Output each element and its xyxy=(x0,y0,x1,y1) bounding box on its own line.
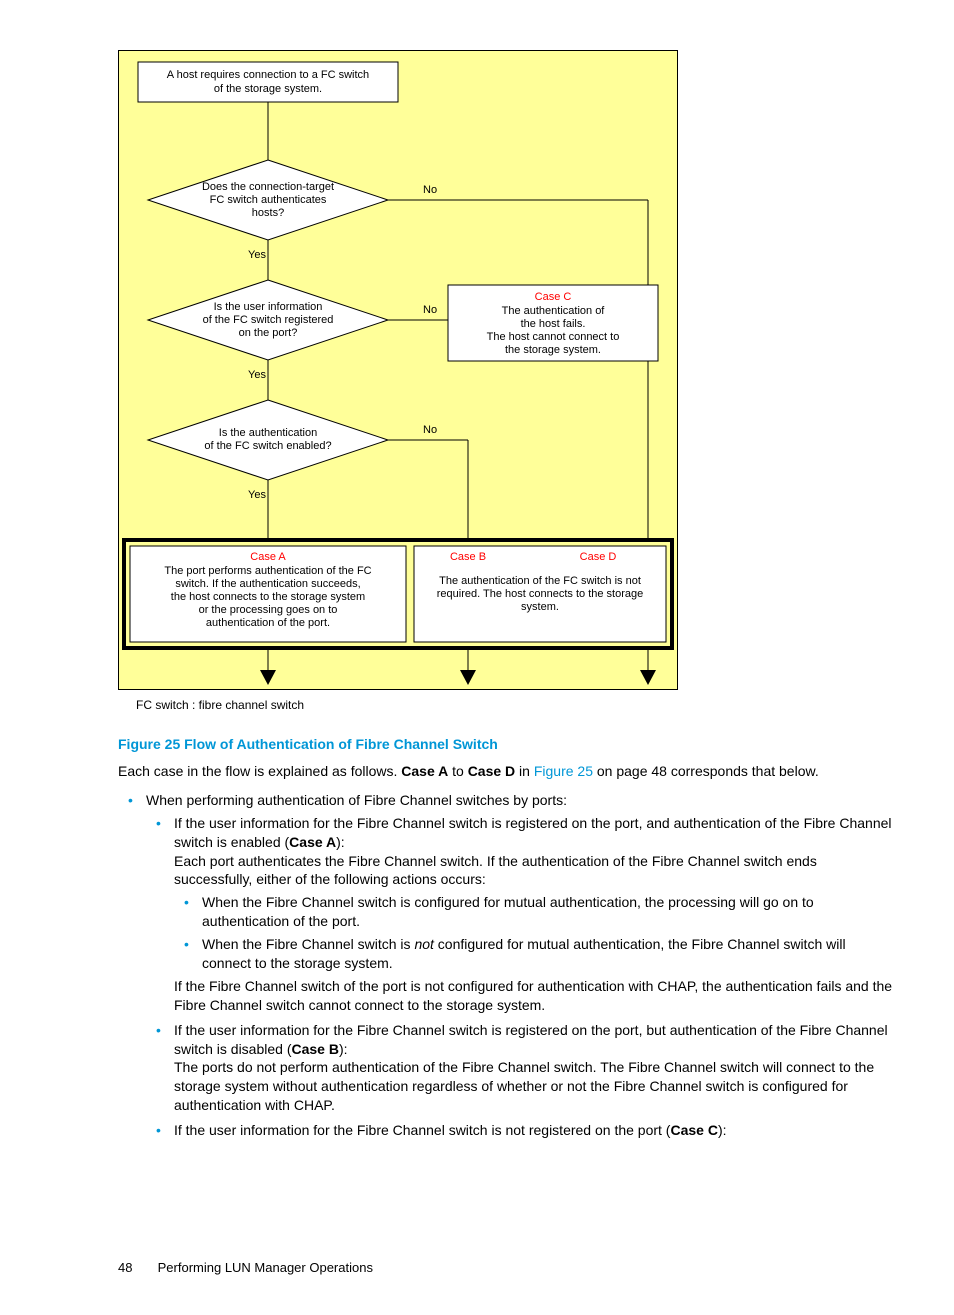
l2b-body: The ports do not perform authentication … xyxy=(174,1059,874,1113)
list-item: When the Fibre Channel switch is configu… xyxy=(174,893,894,931)
intro-pre: Each case in the flow is explained as fo… xyxy=(118,763,401,779)
svg-text:the host connects to the stora: the host connects to the storage system xyxy=(171,591,365,603)
svg-text:or the processing goes on to: or the processing goes on to xyxy=(199,604,338,616)
svg-text:The authentication of the FC s: The authentication of the FC switch is n… xyxy=(439,575,641,587)
l1-text: When performing authentication of Fibre … xyxy=(146,792,567,808)
list-item: When performing authentication of Fibre … xyxy=(118,791,894,1140)
intro-mid: to xyxy=(448,763,467,779)
svg-text:switch. If the authentication: switch. If the authentication succeeds, xyxy=(175,578,360,590)
list-item: When the Fibre Channel switch is not con… xyxy=(174,935,894,973)
list-item: If the user information for the Fibre Ch… xyxy=(146,1121,894,1140)
figure-25-link[interactable]: Figure 25 xyxy=(534,763,593,779)
yes-label-d2: Yes xyxy=(248,369,266,381)
l2c-bold: Case C xyxy=(670,1122,717,1138)
svg-text:hosts?: hosts? xyxy=(252,207,284,219)
yes-label-d1: Yes xyxy=(248,249,266,261)
svg-text:on the port?: on the port? xyxy=(239,327,298,339)
intro-post: on page 48 corresponds that below. xyxy=(593,763,819,779)
svg-text:of the storage system.: of the storage system. xyxy=(214,83,322,95)
list-item: If the user information for the Fibre Ch… xyxy=(146,1021,894,1115)
l2c-pre: If the user information for the Fibre Ch… xyxy=(174,1122,670,1138)
intro-bold1: Case A xyxy=(401,763,448,779)
l2a-bold: Case A xyxy=(289,834,336,850)
page-number: 48 xyxy=(118,1260,154,1275)
no-label-d1: No xyxy=(423,184,437,196)
footer-title: Performing LUN Manager Operations xyxy=(158,1260,373,1275)
svg-text:FC switch authenticates: FC switch authenticates xyxy=(210,194,327,206)
svg-text:the host fails.: the host fails. xyxy=(521,318,586,330)
flowchart-svg: A host requires connection to a FC switc… xyxy=(118,50,678,690)
list-item: If the user information for the Fibre Ch… xyxy=(146,814,894,1015)
figure-caption: FC switch : fibre channel switch xyxy=(136,698,894,712)
svg-text:The authentication of: The authentication of xyxy=(502,305,606,317)
page: A host requires connection to a FC switc… xyxy=(0,0,954,1315)
bullet-list: When performing authentication of Fibre … xyxy=(118,791,894,1140)
case-b-title: Case B xyxy=(450,551,486,563)
yes-label-d3: Yes xyxy=(248,489,266,501)
intro-paragraph: Each case in the flow is explained as fo… xyxy=(118,762,894,781)
figure-title: Figure 25 Flow of Authentication of Fibr… xyxy=(118,736,894,752)
l2a-body: Each port authenticates the Fibre Channe… xyxy=(174,853,817,888)
l3a2-ital: not xyxy=(414,936,433,952)
intro-mid2: in xyxy=(515,763,534,779)
case-d-title: Case D xyxy=(580,551,617,563)
svg-text:Is the authentication: Is the authentication xyxy=(219,427,317,439)
l2a-after: If the Fibre Channel switch of the port … xyxy=(174,977,894,1015)
l3a2-pre: When the Fibre Channel switch is xyxy=(202,936,414,952)
svg-text:authentication of the port.: authentication of the port. xyxy=(206,617,330,629)
svg-text:Is the user information: Is the user information xyxy=(214,301,323,313)
l2b-pre: If the user information for the Fibre Ch… xyxy=(174,1022,888,1057)
svg-text:of the FC switch enabled?: of the FC switch enabled? xyxy=(204,440,331,452)
l2a-post: ): xyxy=(336,834,345,850)
intro-bold2: Case D xyxy=(468,763,515,779)
l3a1: When the Fibre Channel switch is configu… xyxy=(202,894,814,929)
svg-text:A host requires connection to: A host requires connection to a FC switc… xyxy=(167,69,369,81)
l2c-post: ): xyxy=(718,1122,727,1138)
case-c-title: Case C xyxy=(535,291,572,303)
no-label-d2: No xyxy=(423,304,437,316)
svg-text:of the FC switch registered: of the FC switch registered xyxy=(203,314,334,326)
no-label-d3: No xyxy=(423,424,437,436)
case-a-title: Case A xyxy=(250,551,286,563)
svg-text:The port performs authenticati: The port performs authentication of the … xyxy=(164,565,371,577)
figure-25-flowchart: A host requires connection to a FC switc… xyxy=(118,50,894,712)
svg-text:Does the connection-target: Does the connection-target xyxy=(202,181,334,193)
l2b-bold: Case B xyxy=(292,1041,339,1057)
page-footer: 48 Performing LUN Manager Operations xyxy=(118,1260,894,1275)
l2a-pre: If the user information for the Fibre Ch… xyxy=(174,815,892,850)
svg-text:required. The host connects to: required. The host connects to the stora… xyxy=(437,588,643,600)
svg-text:The host cannot connect to: The host cannot connect to xyxy=(487,331,620,343)
svg-text:the storage system.: the storage system. xyxy=(505,344,601,356)
svg-text:system.: system. xyxy=(521,601,559,613)
start-line1: A host requires connection to a FC switc… xyxy=(167,69,369,81)
l2b-post: ): xyxy=(339,1041,348,1057)
